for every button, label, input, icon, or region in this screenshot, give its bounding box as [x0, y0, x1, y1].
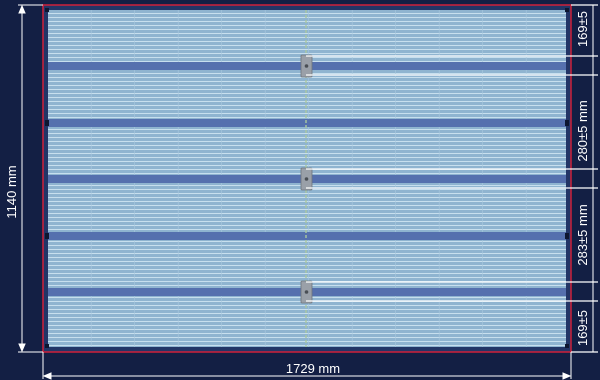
- junction-box: [300, 167, 313, 191]
- segment-label-lower-middle: 283±5 mm: [575, 204, 590, 265]
- mounting-ticks: [45, 8, 569, 348]
- extension-lines: [306, 4, 598, 353]
- width-dimension-line: [42, 352, 572, 380]
- segment-label-upper-middle: 280±5 mm: [575, 100, 590, 161]
- width-label: 1729 mm: [286, 361, 340, 376]
- height-label: 1140 mm: [4, 165, 19, 218]
- right-dimension-line: [589, 4, 597, 353]
- segment-label-bottom: 169±5: [575, 310, 590, 346]
- segment-label-top: 169±5: [575, 11, 590, 47]
- busbar-strip: [48, 232, 566, 240]
- junction-box: [300, 280, 313, 304]
- junction-box: [300, 54, 313, 78]
- height-dimension-line: [18, 4, 43, 353]
- busbar-strip: [48, 119, 566, 127]
